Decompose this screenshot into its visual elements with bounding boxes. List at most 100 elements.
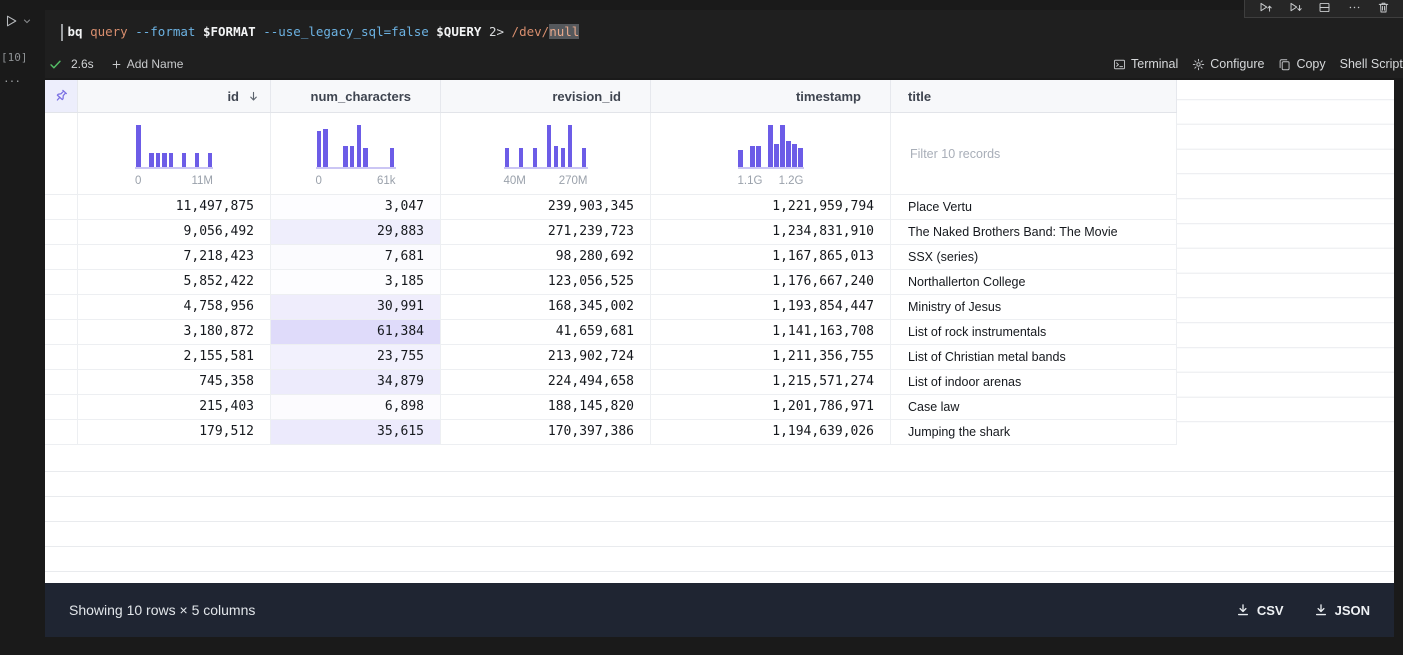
download-json-button[interactable]: JSON: [1314, 603, 1370, 618]
cell-revision_id[interactable]: 239,903,345: [441, 195, 651, 219]
table-row[interactable]: 4,758,956 30,991 168,345,002 1,193,854,447 M…: [45, 295, 1177, 320]
cell-id[interactable]: 9,056,492: [78, 220, 271, 244]
cell-timestamp[interactable]: 1,194,639,026: [651, 420, 891, 444]
pin-column-header[interactable]: [45, 80, 78, 112]
cell-id[interactable]: 5,852,422: [78, 270, 271, 294]
cell-revision_id[interactable]: 123,056,525: [441, 270, 651, 294]
pin-cell[interactable]: [45, 370, 78, 394]
cell-revision_id[interactable]: 168,345,002: [441, 295, 651, 319]
cell-id[interactable]: 745,358: [78, 370, 271, 394]
cell-title[interactable]: List of rock instrumentals: [891, 320, 1177, 344]
histogram-range-labels: 1.1G 1.2G: [738, 175, 804, 187]
copy-button[interactable]: Copy: [1278, 57, 1326, 71]
cell-timestamp[interactable]: 1,215,571,274: [651, 370, 891, 394]
run-below-icon[interactable]: [1289, 1, 1302, 14]
cell-timestamp[interactable]: 1,167,865,013: [651, 245, 891, 269]
cell-revision_id[interactable]: 41,659,681: [441, 320, 651, 344]
download-csv-button[interactable]: CSV: [1236, 603, 1284, 618]
pin-cell[interactable]: [45, 245, 78, 269]
table-row[interactable]: 215,403 6,898 188,145,820 1,201,786,971 Case…: [45, 395, 1177, 420]
run-cell-icon[interactable]: [4, 14, 18, 28]
pin-cell[interactable]: [45, 270, 78, 294]
cell-revision_id[interactable]: 98,280,692: [441, 245, 651, 269]
cell-num_characters[interactable]: 34,879: [271, 370, 441, 394]
cell-id[interactable]: 215,403: [78, 395, 271, 419]
cell-num_characters[interactable]: 29,883: [271, 220, 441, 244]
cell-id[interactable]: 2,155,581: [78, 345, 271, 369]
cell-num_characters[interactable]: 35,615: [271, 420, 441, 444]
cell-timestamp[interactable]: 1,211,356,755: [651, 345, 891, 369]
add-name-button[interactable]: Add Name: [111, 57, 183, 71]
column-header-timestamp[interactable]: timestamp: [651, 80, 891, 112]
pin-cell[interactable]: [45, 320, 78, 344]
table-row[interactable]: 745,358 34,879 224,494,658 1,215,571,274 Lis…: [45, 370, 1177, 395]
command-token: bq: [67, 24, 91, 39]
column-label: title: [908, 88, 932, 104]
cell-id[interactable]: 7,218,423: [78, 245, 271, 269]
cell-title[interactable]: Jumping the shark: [891, 420, 1177, 444]
terminal-button[interactable]: Terminal: [1113, 57, 1178, 71]
gutter-more-icon[interactable]: ···: [4, 72, 21, 88]
cell-num_characters[interactable]: 61,384: [271, 320, 441, 344]
more-icon[interactable]: [1348, 1, 1361, 14]
filter-records-input[interactable]: [908, 145, 1132, 162]
cell-timestamp[interactable]: 1,193,854,447: [651, 295, 891, 319]
cell-id[interactable]: 4,758,956: [78, 295, 271, 319]
cell-title[interactable]: SSX (series): [891, 245, 1177, 269]
run-above-icon[interactable]: [1259, 1, 1272, 14]
pin-cell[interactable]: [45, 295, 78, 319]
configure-button[interactable]: Configure: [1192, 57, 1264, 71]
cell-revision_id[interactable]: 188,145,820: [441, 395, 651, 419]
column-header-title[interactable]: title: [891, 80, 1177, 112]
command-editor[interactable]: bq query --format $FORMAT --use_legacy_s…: [61, 23, 580, 41]
table-row[interactable]: 3,180,872 61,384 41,659,681 1,141,163,708 Li…: [45, 320, 1177, 345]
table-row[interactable]: 11,497,875 3,047 239,903,345 1,221,959,794 P…: [45, 195, 1177, 220]
table-row[interactable]: 5,852,422 3,185 123,056,525 1,176,667,240 No…: [45, 270, 1177, 295]
cell-revision_id[interactable]: 170,397,386: [441, 420, 651, 444]
pin-cell[interactable]: [45, 345, 78, 369]
cell-title[interactable]: Northallerton College: [891, 270, 1177, 294]
pin-cell[interactable]: [45, 220, 78, 244]
execution-duration: 2.6s: [71, 57, 94, 71]
cell-title[interactable]: The Naked Brothers Band: The Movie: [891, 220, 1177, 244]
cell-num_characters[interactable]: 7,681: [271, 245, 441, 269]
cell-title[interactable]: List of Christian metal bands: [891, 345, 1177, 369]
column-header-revision_id[interactable]: revision_id: [441, 80, 651, 112]
cell-num_characters[interactable]: 3,185: [271, 270, 441, 294]
column-header-id[interactable]: id: [78, 80, 271, 112]
pin-cell[interactable]: [45, 420, 78, 444]
cell-id[interactable]: 179,512: [78, 420, 271, 444]
cell-timestamp[interactable]: 1,201,786,971: [651, 395, 891, 419]
cell-timestamp[interactable]: 1,176,667,240: [651, 270, 891, 294]
run-cell-control[interactable]: [4, 14, 32, 28]
cell-timestamp[interactable]: 1,234,831,910: [651, 220, 891, 244]
trash-icon[interactable]: [1377, 1, 1390, 14]
cell-title[interactable]: Ministry of Jesus: [891, 295, 1177, 319]
table-row[interactable]: 7,218,423 7,681 98,280,692 1,167,865,013 SSX…: [45, 245, 1177, 270]
split-cell-icon[interactable]: [1318, 1, 1331, 14]
cell-id[interactable]: 3,180,872: [78, 320, 271, 344]
cell-num_characters[interactable]: 23,755: [271, 345, 441, 369]
cell-num_characters[interactable]: 3,047: [271, 195, 441, 219]
cell-id[interactable]: 11,497,875: [78, 195, 271, 219]
shell-script-button[interactable]: Shell Script: [1340, 57, 1403, 71]
histogram-bar: [207, 153, 212, 167]
cell-title[interactable]: Case law: [891, 395, 1177, 419]
table-row[interactable]: 9,056,492 29,883 271,239,723 1,234,831,910 T…: [45, 220, 1177, 245]
cell-timestamp[interactable]: 1,141,163,708: [651, 320, 891, 344]
cell-num_characters[interactable]: 6,898: [271, 395, 441, 419]
table-row[interactable]: 179,512 35,615 170,397,386 1,194,639,026 Jum…: [45, 420, 1177, 445]
chevron-down-icon[interactable]: [22, 16, 32, 26]
column-header-num_characters[interactable]: num_characters: [271, 80, 441, 112]
cell-title[interactable]: List of indoor arenas: [891, 370, 1177, 394]
pin-cell[interactable]: [45, 195, 78, 219]
cell-revision_id[interactable]: 213,902,724: [441, 345, 651, 369]
cell-revision_id[interactable]: 224,494,658: [441, 370, 651, 394]
cell-revision_id[interactable]: 271,239,723: [441, 220, 651, 244]
pin-cell[interactable]: [45, 395, 78, 419]
cell-title[interactable]: Place Vertu: [891, 195, 1177, 219]
cell-actions-bar: Terminal Configure Copy Shell Script: [1113, 57, 1403, 71]
cell-num_characters[interactable]: 30,991: [271, 295, 441, 319]
table-row[interactable]: 2,155,581 23,755 213,902,724 1,211,356,755 L…: [45, 345, 1177, 370]
cell-timestamp[interactable]: 1,221,959,794: [651, 195, 891, 219]
